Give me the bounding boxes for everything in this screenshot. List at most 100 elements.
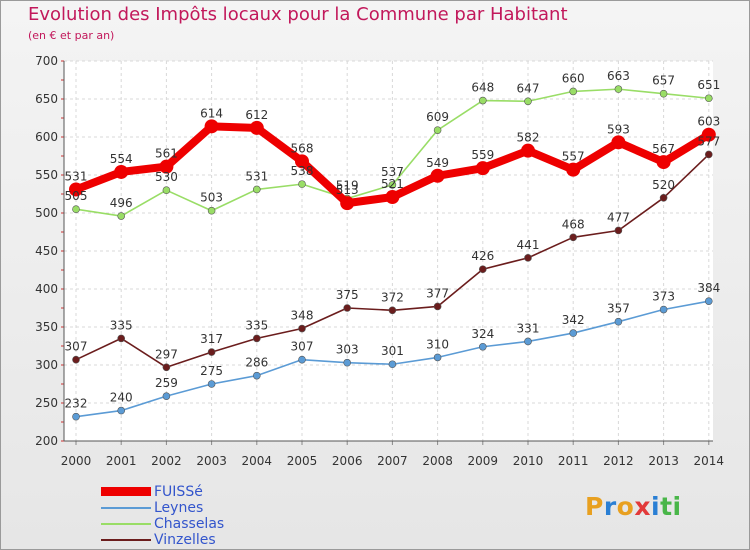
- chart-title: Evolution des Impôts locaux pour la Comm…: [28, 4, 568, 25]
- data-point-leynes: [253, 371, 261, 380]
- data-label-chasselas: 530: [155, 170, 178, 184]
- legend-swatch-chasselas: [101, 523, 151, 525]
- data-point-chasselas: [117, 212, 125, 220]
- data-label-leynes: 275: [200, 364, 223, 378]
- data-point-fuiss: [159, 159, 174, 174]
- chart-subtitle: (en € et par an): [28, 29, 115, 42]
- data-point-leynes: [478, 342, 487, 351]
- x-tick-label: 2002: [151, 454, 182, 468]
- data-label-fuiss: 521: [381, 177, 404, 191]
- legend-item-chasselas: Chasselas: [101, 516, 301, 532]
- data-label-vinzelles: 307: [65, 340, 88, 354]
- data-point-fuiss: [249, 120, 264, 135]
- data-label-vinzelles: 317: [200, 332, 223, 346]
- data-label-fuiss: 582: [517, 131, 540, 145]
- legend-label-vinzelles: Vinzelles: [154, 532, 216, 548]
- data-label-leynes: 307: [291, 340, 314, 354]
- data-label-vinzelles: 520: [652, 178, 675, 192]
- data-point-fuiss: [701, 127, 716, 142]
- x-tick-label: 2007: [377, 454, 408, 468]
- data-point-chasselas: [162, 186, 171, 194]
- data-label-chasselas: 657: [652, 74, 675, 88]
- data-point-vinzelles: [162, 363, 171, 372]
- data-point-chasselas: [298, 180, 306, 188]
- data-label-chasselas: 496: [110, 196, 133, 210]
- y-tick-label: 300: [35, 358, 58, 372]
- data-label-chasselas: 505: [65, 189, 88, 203]
- data-label-leynes: 301: [381, 344, 404, 358]
- proxiti-logo: Proxiti: [585, 492, 682, 521]
- data-point-leynes: [343, 358, 352, 367]
- data-label-vinzelles: 377: [426, 286, 449, 300]
- x-tick-label: 2003: [196, 454, 227, 468]
- data-point-vinzelles: [659, 194, 668, 202]
- x-tick-label: 2014: [694, 454, 725, 468]
- data-point-vinzelles: [524, 254, 532, 262]
- data-point-vinzelles: [388, 306, 397, 315]
- data-point-chasselas: [614, 85, 623, 93]
- data-label-vinzelles: 426: [471, 249, 494, 263]
- legend-label-fuisse: FUISSé: [154, 484, 203, 500]
- chart-legend: FUISSé Leynes Chasselas Vinzelles: [101, 484, 301, 548]
- data-label-chasselas: 503: [200, 191, 223, 205]
- data-point-fuiss: [521, 143, 535, 158]
- y-tick-label: 600: [35, 130, 58, 144]
- data-label-vinzelles: 468: [562, 217, 585, 231]
- data-point-fuiss: [69, 182, 83, 197]
- y-tick-label: 450: [35, 244, 58, 258]
- data-point-fuiss: [430, 168, 445, 183]
- data-point-fuiss: [566, 162, 581, 177]
- logo-letter: r: [603, 492, 617, 521]
- data-label-leynes: 331: [517, 321, 540, 335]
- data-label-fuiss: 557: [562, 150, 585, 164]
- logo-letter: x: [634, 492, 651, 521]
- y-tick-label: 650: [35, 92, 58, 106]
- data-label-vinzelles: 477: [607, 210, 630, 224]
- data-label-fuiss: 559: [471, 148, 494, 162]
- data-label-fuiss: 549: [426, 156, 449, 170]
- legend-swatch-leynes: [101, 507, 151, 509]
- x-tick-label: 2011: [558, 454, 589, 468]
- data-point-vinzelles: [72, 355, 80, 364]
- data-point-vinzelles: [433, 302, 442, 311]
- legend-swatch-fuisse: [101, 487, 151, 496]
- y-tick-label: 550: [35, 168, 58, 182]
- data-point-fuiss: [385, 190, 400, 205]
- data-point-chasselas: [478, 96, 487, 105]
- data-point-fuiss: [295, 154, 309, 169]
- logo-letter: P: [585, 492, 604, 521]
- data-point-vinzelles: [704, 150, 713, 159]
- y-tick-label: 250: [35, 396, 58, 410]
- legend-item-fuisse: FUISSé: [101, 484, 301, 500]
- data-label-fuiss: 612: [245, 108, 268, 122]
- data-label-chasselas: 663: [607, 69, 630, 83]
- data-point-vinzelles: [478, 265, 487, 274]
- data-point-vinzelles: [117, 334, 125, 343]
- legend-swatch-vinzelles: [101, 539, 151, 541]
- y-tick-label: 500: [35, 206, 58, 220]
- data-label-fuiss: 513: [336, 183, 359, 197]
- data-label-fuiss: 568: [291, 141, 314, 155]
- data-label-fuiss: 531: [65, 169, 88, 183]
- data-point-chasselas: [388, 181, 397, 189]
- data-point-leynes: [433, 353, 442, 362]
- data-point-chasselas: [659, 89, 668, 98]
- data-label-fuiss: 561: [155, 147, 178, 161]
- data-label-chasselas: 648: [471, 81, 494, 95]
- data-label-leynes: 324: [471, 327, 494, 341]
- logo-letter: i: [651, 492, 661, 521]
- data-point-leynes: [659, 305, 668, 314]
- x-tick-label: 2006: [332, 454, 363, 468]
- data-label-chasselas: 609: [426, 110, 449, 124]
- data-label-chasselas: 531: [245, 169, 268, 183]
- data-label-fuiss: 593: [607, 122, 630, 136]
- data-point-leynes: [72, 412, 80, 421]
- x-tick-label: 2013: [648, 454, 679, 468]
- x-tick-label: 2004: [242, 454, 273, 468]
- data-point-fuiss: [611, 135, 626, 150]
- data-label-fuiss: 554: [110, 152, 133, 166]
- data-point-vinzelles: [614, 226, 623, 235]
- data-label-chasselas: 537: [381, 165, 404, 179]
- data-point-fuiss: [656, 155, 671, 170]
- legend-label-leynes: Leynes: [154, 500, 204, 516]
